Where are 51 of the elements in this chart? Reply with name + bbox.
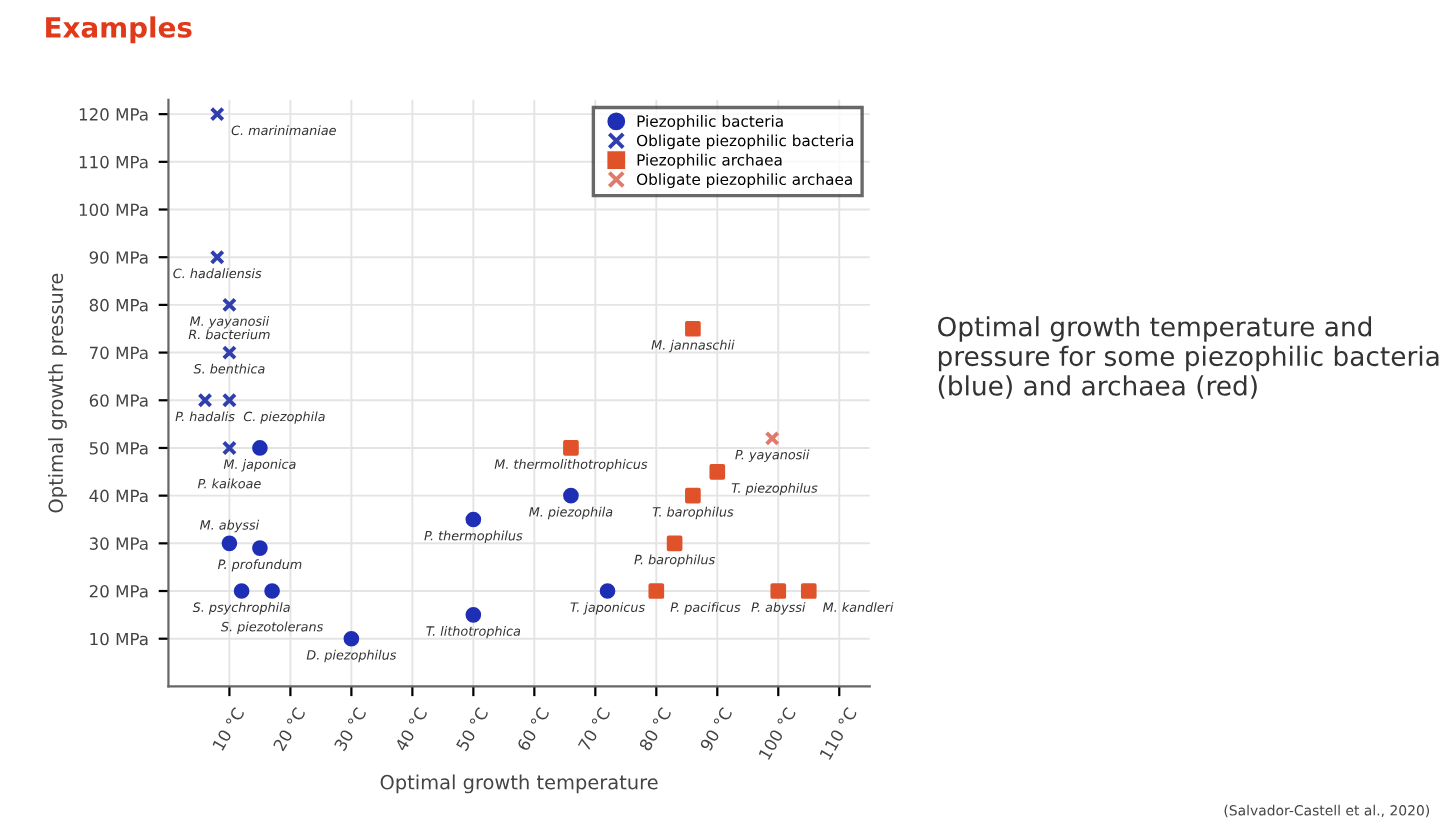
point — [264, 583, 280, 599]
point — [221, 297, 237, 313]
point — [343, 630, 360, 647]
point — [233, 583, 250, 599]
x-tick-label: 80 °C — [638, 706, 672, 752]
point — [648, 583, 665, 599]
point — [252, 540, 268, 556]
y-tick-label: 110 MPa — [79, 155, 148, 169]
y-tick-label: 40 MPa — [89, 489, 148, 503]
x-axis-title: Optimal growth temperature — [380, 774, 658, 794]
y-tick-label: 80 MPa — [89, 298, 148, 312]
x-tick-label: 20 °C — [272, 706, 306, 752]
y-tick-label: 10 MPa — [90, 632, 148, 646]
x-tick-label: 40 °C — [394, 706, 428, 752]
x-tick-label: 50 °C — [455, 706, 489, 752]
point — [563, 487, 579, 504]
y-tick-label: 30 MPa — [89, 537, 148, 550]
point — [209, 106, 225, 122]
point — [563, 440, 579, 456]
point — [197, 392, 213, 408]
point — [599, 583, 616, 599]
y-tick-label: 50 MPa — [89, 441, 148, 455]
x-tick-label: 30 °C — [333, 706, 367, 752]
point — [209, 249, 225, 265]
chart-title: Examples — [46, 16, 192, 44]
x-tick-label: 60 °C — [516, 706, 550, 752]
point — [221, 535, 238, 552]
y-tick-label: 100 MPa — [79, 203, 148, 217]
point — [221, 345, 237, 361]
y-tick-label: 120 MPa — [79, 108, 148, 121]
point — [685, 320, 701, 337]
point — [221, 440, 237, 456]
point — [221, 392, 237, 408]
point — [709, 463, 726, 480]
x-tick-label: 10 °C — [211, 706, 245, 751]
point — [800, 583, 817, 599]
point — [252, 440, 268, 456]
y-tick-label: 60 MPa — [89, 394, 148, 407]
y-tick-label: 20 MPa — [89, 584, 148, 598]
y-axis-title: Optimal growth pressure — [48, 273, 67, 513]
point — [764, 430, 780, 446]
point — [770, 583, 787, 599]
point — [666, 535, 683, 552]
point — [685, 487, 701, 504]
x-tick-label: 70 °C — [577, 706, 611, 752]
y-tick-label: 70 MPa — [89, 346, 148, 360]
point — [465, 607, 482, 623]
x-tick-label: 90 °C — [699, 706, 733, 752]
point — [465, 511, 482, 528]
text: Optimal growth temperature and pressure for some piezophilic bacteria (blue) and archaea (red) — [938, 316, 1439, 399]
y-tick-label: 90 MPa — [89, 251, 148, 264]
